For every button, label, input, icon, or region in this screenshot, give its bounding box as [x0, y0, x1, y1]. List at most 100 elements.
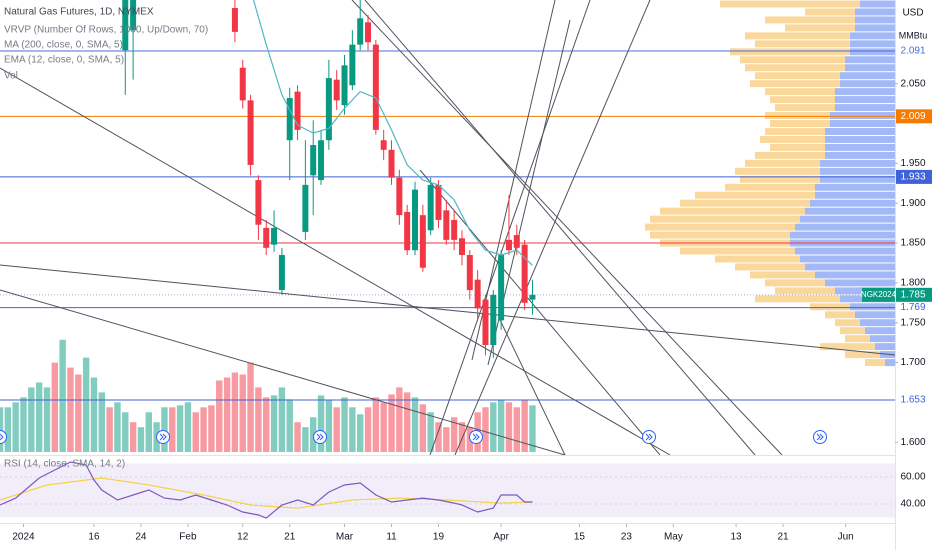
profile-up — [695, 191, 815, 199]
x-tick-label: 21 — [284, 532, 296, 543]
currency-label[interactable]: USD — [902, 8, 923, 19]
main-pane — [0, 0, 895, 455]
volume-bar — [122, 412, 129, 452]
profile-down — [830, 112, 895, 120]
profile-up — [785, 24, 855, 32]
trend-line — [0, 264, 895, 356]
indicator-label[interactable]: VRVP (Number Of Rows, 1000, Up/Down, 70) — [4, 25, 208, 36]
volume-bar — [349, 407, 356, 452]
event-icon[interactable] — [313, 430, 327, 444]
profile-up — [825, 311, 855, 319]
level-label: 1.933 — [900, 172, 925, 183]
volume-bar — [435, 422, 442, 452]
level-label-bg — [896, 300, 932, 315]
event-icon[interactable] — [156, 430, 170, 444]
profile-down — [805, 263, 895, 271]
profile-up — [650, 231, 790, 239]
x-tick-label: Feb — [179, 532, 197, 543]
candle-body — [451, 219, 458, 240]
x-tick-label: 2024 — [12, 532, 35, 543]
volume-bar — [0, 407, 4, 452]
profile-down — [885, 359, 895, 367]
profile-up — [835, 319, 860, 327]
y-tick-label: 1.750 — [900, 317, 925, 328]
profile-up — [745, 64, 845, 72]
event-arrow — [645, 433, 653, 441]
profile-up — [725, 183, 815, 191]
volume-bar — [192, 412, 199, 452]
event-arrow — [816, 433, 824, 441]
volume-bar — [529, 405, 536, 452]
candle-body — [419, 215, 426, 268]
candle-body — [333, 79, 340, 101]
volume-bar — [223, 377, 231, 452]
volume-bar — [317, 395, 325, 452]
volume-bar — [443, 427, 450, 452]
volume-bar — [333, 407, 340, 452]
profile-down — [790, 231, 895, 239]
indicator-label[interactable]: EMA (12, close, 0, SMA, 5) — [4, 55, 124, 66]
volume-bar — [129, 422, 137, 452]
profile-down — [855, 311, 895, 319]
candle-body — [255, 180, 262, 225]
candle-body — [278, 254, 285, 291]
x-tick-label: Apr — [493, 532, 509, 543]
profile-up — [765, 88, 835, 96]
event-icon[interactable] — [813, 430, 827, 444]
profile-down — [835, 88, 895, 96]
candle-body — [404, 211, 411, 251]
profile-up — [775, 104, 835, 112]
volume-bar — [4, 407, 12, 452]
symbol-title: Natural Gas Futures, 1D, NYMEX — [4, 7, 154, 18]
volume-bar — [75, 374, 82, 452]
y-tick-label: 1.800 — [900, 278, 925, 289]
candle-body — [310, 145, 317, 176]
event-arrow — [316, 433, 324, 441]
x-tick-label: 11 — [386, 532, 397, 543]
volume-bar — [137, 427, 145, 452]
volume-bar — [411, 397, 419, 452]
profile-up — [755, 40, 850, 48]
rsi-label[interactable]: RSI (14, close, SMA, 14, 2) — [4, 459, 125, 470]
volume-bar — [286, 399, 293, 452]
level-label-box — [896, 109, 932, 124]
event-icon[interactable] — [469, 430, 483, 444]
volume-bar — [28, 387, 35, 452]
volume-bar — [372, 397, 380, 452]
event-arrow — [472, 433, 480, 441]
profile-up — [680, 247, 795, 255]
volume-bar — [145, 412, 152, 452]
profile-up — [720, 0, 860, 8]
profile-down — [815, 183, 895, 191]
ema-line — [252, 0, 533, 266]
candle-body — [466, 254, 473, 291]
profile-down — [830, 120, 895, 128]
profile-down — [850, 40, 895, 48]
unit-label[interactable]: MMBtu — [899, 30, 928, 40]
indicator-label[interactable]: MA (200, close, 0, SMA, 5) — [4, 40, 123, 51]
ema-layer — [252, 0, 533, 266]
volume-bar — [216, 380, 223, 452]
event-icon[interactable] — [0, 430, 7, 444]
profile-up — [645, 223, 795, 231]
profile-down — [850, 48, 895, 56]
profile-down — [800, 215, 895, 223]
trend-line — [499, 319, 566, 455]
profile-down — [815, 191, 895, 199]
profile-up — [715, 255, 800, 263]
trend-line — [351, 0, 783, 455]
candle-body — [318, 140, 325, 181]
x-tick-label: Jun — [838, 532, 854, 543]
level-label-bg — [896, 43, 932, 58]
profile-up — [730, 48, 850, 56]
profile-up — [755, 295, 840, 303]
event-icon[interactable] — [642, 430, 656, 444]
candle-body — [505, 239, 512, 251]
candle-body — [130, 0, 137, 31]
volume-bar — [239, 374, 246, 452]
indicator-label[interactable]: Vol — [4, 71, 18, 82]
volume-bar — [176, 405, 184, 452]
profile-up — [770, 120, 830, 128]
candle-body — [349, 44, 356, 86]
profile-down — [825, 143, 895, 151]
